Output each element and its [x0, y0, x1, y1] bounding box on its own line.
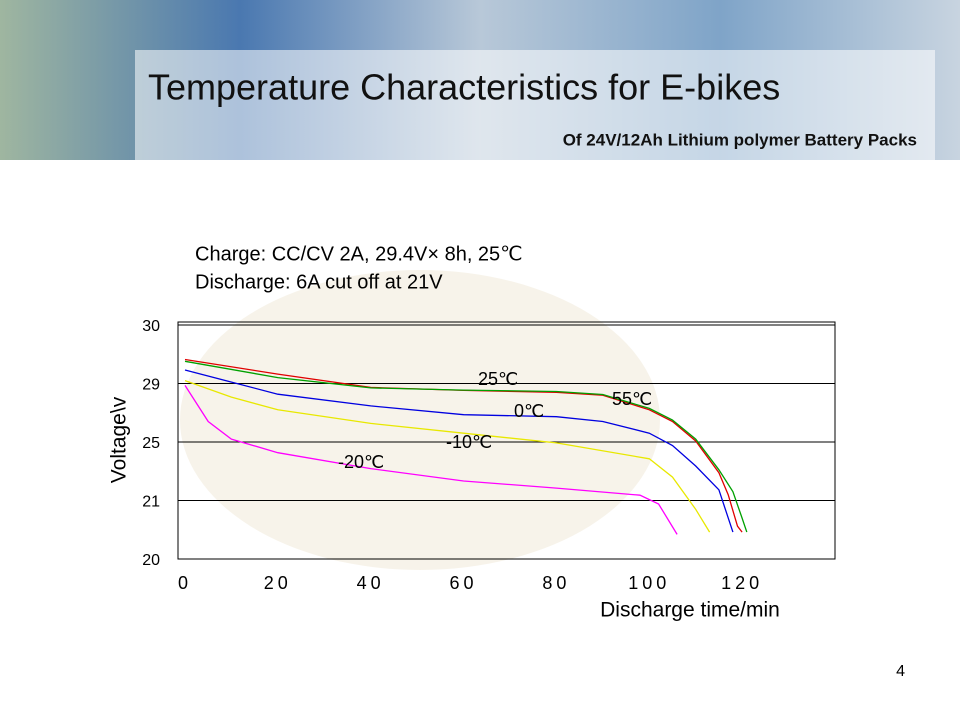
x-axis-label: Discharge time/min: [600, 599, 780, 622]
background-bike: [180, 270, 660, 570]
annotation: Charge: CC/CV 2A, 29.4V× 8h, 25℃: [195, 243, 523, 265]
series-label: 55℃: [612, 389, 652, 409]
banner-overlay: [135, 50, 935, 160]
series-line: [184, 360, 748, 533]
series-label: -10℃: [446, 432, 492, 452]
series-label: 25℃: [478, 369, 518, 389]
x-tick-label: 80: [542, 573, 570, 593]
x-tick-label: 40: [357, 573, 385, 593]
title: Temperature Characteristics for E-bikes: [148, 67, 780, 108]
x-tick-label: 20: [264, 573, 292, 593]
series-label: -20℃: [338, 452, 384, 472]
x-tick-label: 60: [450, 573, 478, 593]
y-tick-label: 21: [142, 494, 160, 511]
series-line: [184, 385, 678, 535]
y-tick-label: 30: [142, 318, 160, 335]
x-tick-label: 120: [721, 573, 763, 593]
y-tick-label: 20: [142, 552, 160, 569]
y-axis-label: Voltage\v: [108, 396, 131, 483]
subtitle: Of 24V/12Ah Lithium polymer Battery Pack…: [563, 130, 917, 149]
page-number: 4: [896, 663, 905, 680]
series-label: 0℃: [514, 401, 544, 421]
y-tick-label: 29: [142, 377, 160, 394]
y-tick-label: 25: [142, 435, 160, 452]
series-line: [184, 369, 734, 533]
annotation: Discharge: 6A cut off at 21V: [195, 271, 443, 293]
x-tick-label: 0: [178, 573, 192, 593]
x-tick-label: 100: [628, 573, 670, 593]
series-line: [184, 379, 711, 533]
